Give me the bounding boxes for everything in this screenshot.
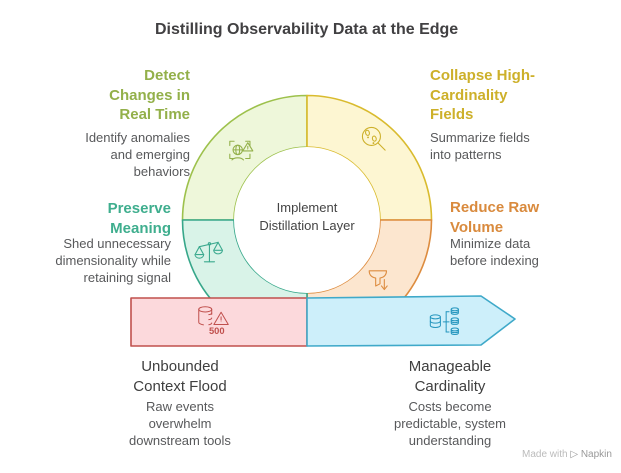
svg-text:500: 500 [209,326,225,336]
